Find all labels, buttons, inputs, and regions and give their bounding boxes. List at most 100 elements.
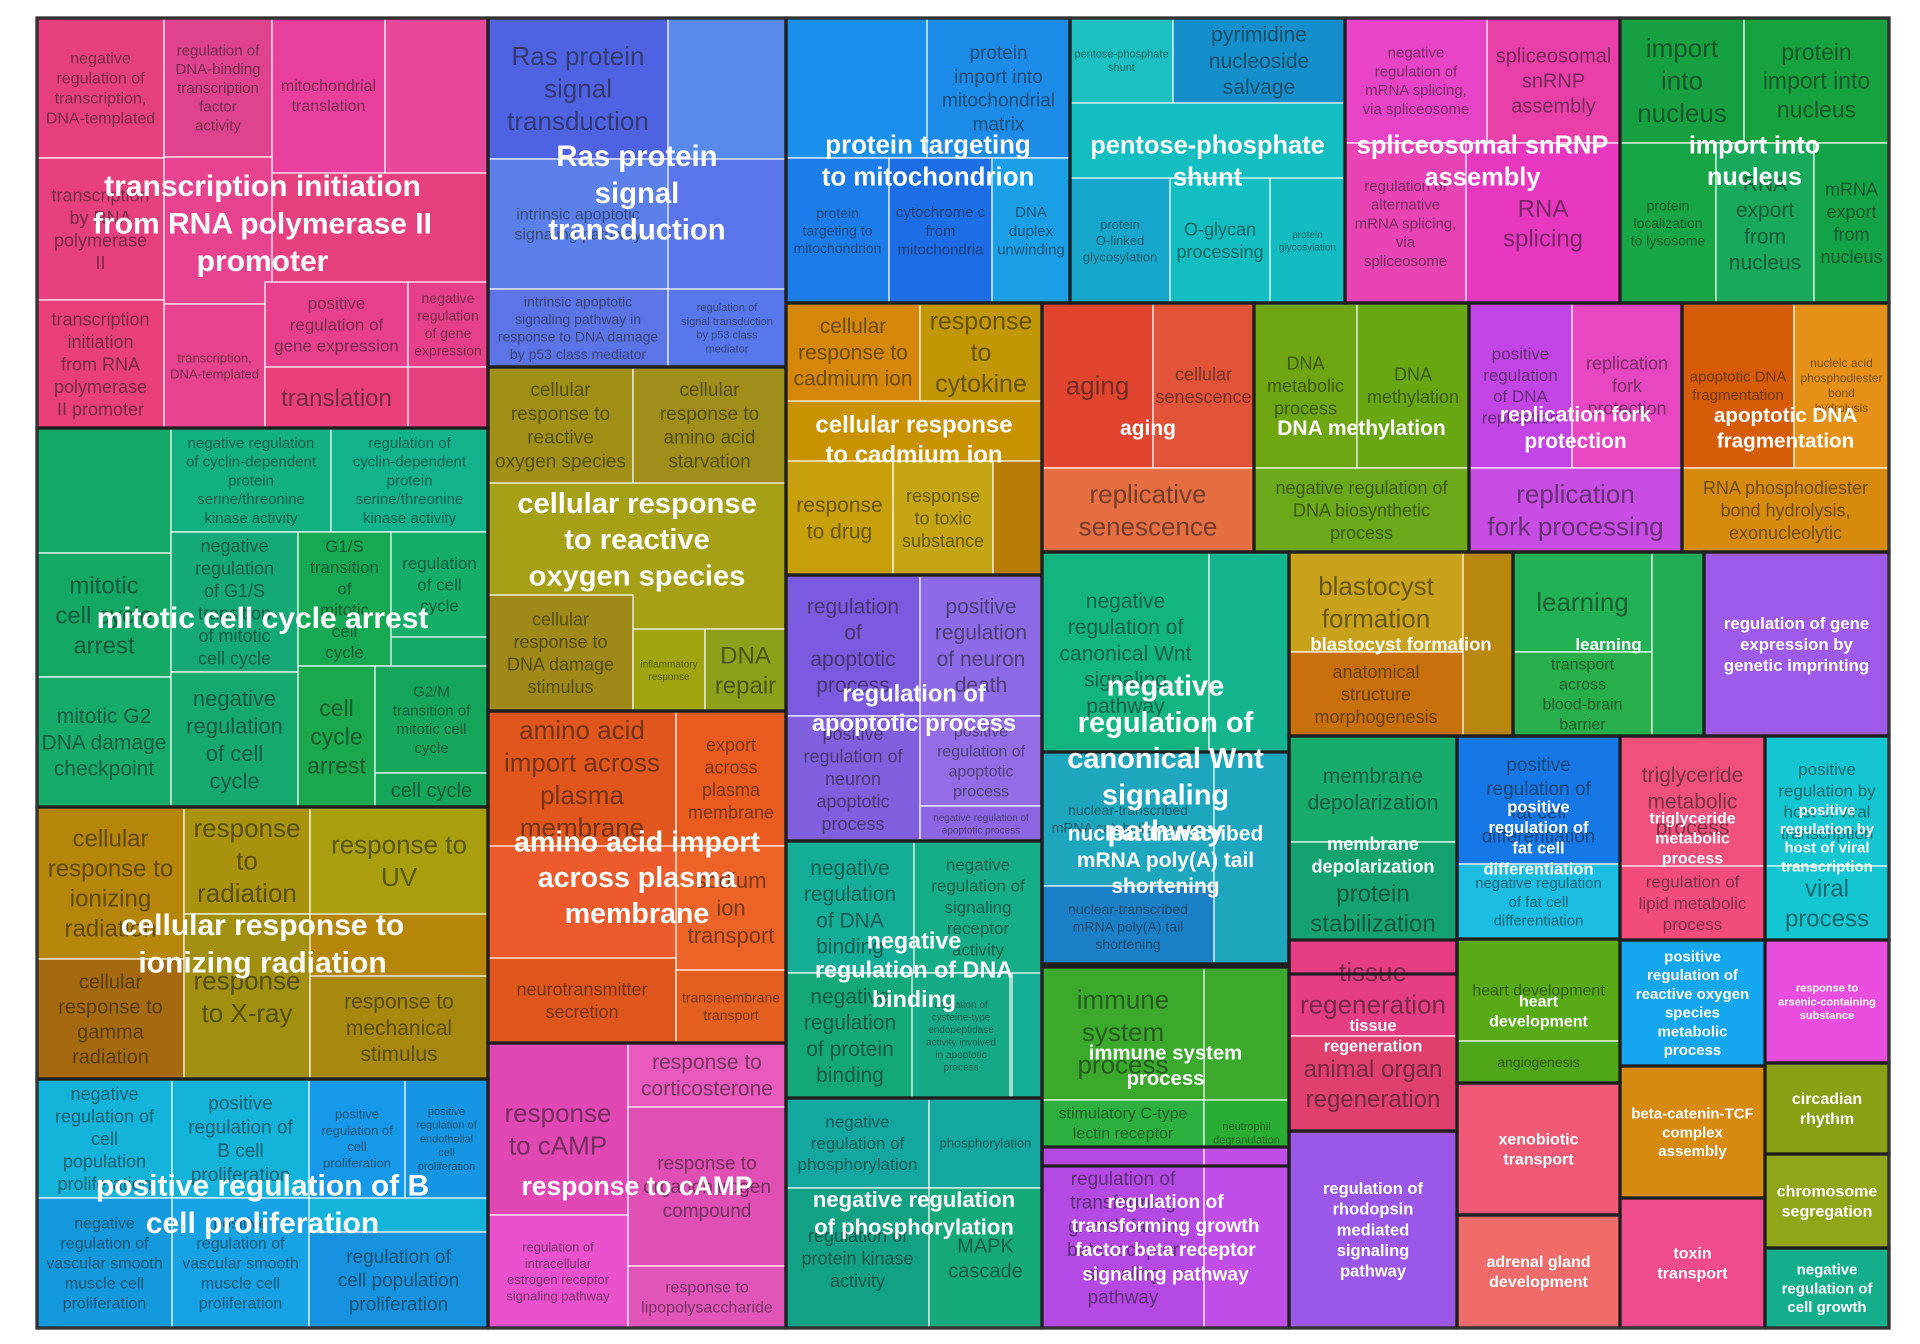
group-label: toxin transport bbox=[1657, 1246, 1728, 1283]
term-label: intrinsic apoptotic signaling pathway bbox=[514, 207, 641, 244]
term-label: negative regulation of apoptotic process bbox=[933, 813, 1029, 837]
term-tile-rect bbox=[171, 1197, 310, 1329]
term-tile: negative regulation of cell cycle bbox=[170, 671, 299, 808]
term-tile: regulation of cell population proliferatio… bbox=[308, 1231, 489, 1329]
term-tile-rect bbox=[992, 460, 1043, 576]
term-label: mitotic cell cycle arrest bbox=[55, 572, 152, 659]
term-tile-rect bbox=[911, 972, 1011, 1099]
group-label: cellular response to cadmium ion bbox=[815, 411, 1012, 468]
term-label: replicative senescence bbox=[1079, 479, 1218, 541]
group-label: negative regulation of phosphorylation bbox=[813, 1187, 1015, 1240]
term-tile-rect bbox=[1619, 142, 1717, 304]
term-tile-rect bbox=[170, 671, 299, 808]
term-label: positive regulation of neuron apoptotic proc… bbox=[803, 724, 903, 834]
term-tile-rect bbox=[1456, 938, 1621, 1042]
term-tile-rect bbox=[1213, 751, 1290, 968]
term-tile: regulation of transforming growth factor be… bbox=[1041, 1146, 1205, 1329]
term-tile: RNA phosphodiester bond hydrolysis, exonuc… bbox=[1681, 467, 1890, 553]
group-label: positive regulation of reactive oxygen spec… bbox=[1636, 948, 1749, 1059]
term-label: mRNA export from nucleus bbox=[1820, 180, 1882, 267]
term-label: Ras protein signal transduction bbox=[507, 41, 649, 136]
term-tile: protein localization to lysosome bbox=[1619, 142, 1717, 304]
term-label: positive regulation of vascular smooth musc… bbox=[182, 1216, 299, 1313]
term-label: activation of cysteine-type endopeptidase a… bbox=[926, 1000, 996, 1074]
term-label: transport across blood-brain barrier bbox=[1542, 657, 1622, 734]
term-tile: regulation of lipid metabolic process bbox=[1619, 865, 1766, 941]
group-label: aging bbox=[1120, 417, 1176, 440]
term-label: apoptotic DNA fragmentation bbox=[1690, 368, 1787, 404]
term-tile: negative regulation of vascular smooth musc… bbox=[36, 1197, 173, 1329]
term-tile: cellular response to gamma radiation bbox=[36, 958, 185, 1080]
group-background bbox=[1765, 1154, 1889, 1248]
term-label: immune system process bbox=[1077, 985, 1169, 1080]
term-tile-rect bbox=[632, 628, 706, 712]
term-tile-rect bbox=[487, 158, 669, 290]
group-label: positive regulation of fat cell differentia… bbox=[1483, 797, 1593, 878]
term-tile-rect bbox=[487, 1214, 629, 1329]
term-tile: negative regulation of protein binding bbox=[785, 972, 915, 1099]
term-tile: positive regulation by host of viral transc… bbox=[1764, 735, 1890, 867]
term-label: nucleic acid phosphodiester bond hydrolysis bbox=[1800, 356, 1882, 415]
term-label: anatomical structure morphogenesis bbox=[1314, 662, 1437, 727]
term-tile: DNA duplex unwinding bbox=[991, 157, 1071, 304]
term-tile-rect bbox=[163, 303, 266, 429]
term-label: response to cytokine bbox=[930, 308, 1033, 399]
term-tile-rect bbox=[928, 1187, 1043, 1329]
group-label: response to cAMP bbox=[521, 1171, 752, 1201]
term-tile-rect bbox=[170, 531, 299, 673]
term-tile-rect bbox=[1253, 467, 1470, 553]
term-tile-rect bbox=[1288, 939, 1458, 1037]
group-label: amino acid import across plasma membrane bbox=[514, 826, 761, 929]
term-tile-rect bbox=[1619, 735, 1766, 867]
group-label: Ras protein signal transduction bbox=[548, 140, 725, 246]
term-tile bbox=[1213, 751, 1290, 968]
term-label: cell cycle bbox=[391, 780, 472, 802]
term-tile-rect bbox=[919, 805, 1043, 842]
term-label: tissue regeneration bbox=[1300, 957, 1446, 1020]
group-label: immune system process bbox=[1089, 1042, 1242, 1089]
term-label: inflammatory response bbox=[640, 659, 697, 683]
term-tile-rect bbox=[36, 958, 185, 1080]
term-label: regulation of cell population proliferatio… bbox=[338, 1247, 459, 1316]
term-tile: animal organ regeneration bbox=[1288, 1035, 1458, 1132]
term-label: MAPK cascade bbox=[948, 1236, 1023, 1283]
term-label: negative regulation of phosphorylation bbox=[797, 1113, 917, 1175]
term-tile: negative regulation of gene expression bbox=[407, 281, 489, 368]
term-label: cellular response to reactive oxygen specie… bbox=[495, 380, 626, 472]
group-label: replication fork protection bbox=[1500, 404, 1651, 453]
term-label: transcription by RNA polymerase II bbox=[51, 186, 149, 273]
term-tile-rect bbox=[374, 665, 489, 774]
term-tile: triglyceride metabolic process bbox=[1619, 735, 1766, 867]
term-label: angiogenesis bbox=[1497, 1054, 1580, 1070]
term-label: positive regulation of endothelial cell prol… bbox=[416, 1106, 477, 1173]
group-label: adrenal gland development bbox=[1486, 1254, 1590, 1291]
term-tile-rect bbox=[1288, 651, 1464, 737]
term-tile: apoptotic DNA fragmentation bbox=[1681, 302, 1795, 469]
term-tile: anatomical structure morphogenesis bbox=[1288, 651, 1464, 737]
term-label: cell cycle arrest bbox=[307, 695, 366, 779]
term-label: pyrimidine nucleoside salvage bbox=[1209, 24, 1309, 100]
term-tile bbox=[1651, 551, 1705, 737]
term-tile: cellular response to reactive oxygen specie… bbox=[487, 366, 634, 484]
term-tile-rect bbox=[36, 427, 172, 554]
term-tile-rect bbox=[171, 1078, 310, 1199]
group-label: circadian rhythm bbox=[1792, 1091, 1862, 1128]
term-tile: regulation of intracellular estrogen recep… bbox=[487, 1214, 629, 1329]
term-label: DNA metabolic process bbox=[1267, 353, 1344, 418]
term-tile-rect bbox=[1169, 177, 1271, 304]
term-tile-rect bbox=[1456, 735, 1621, 865]
term-tile: response to lipopolysaccharide bbox=[627, 1265, 787, 1329]
term-tile-rect bbox=[785, 1097, 930, 1189]
term-tile: positive regulation of apoptotic process bbox=[919, 715, 1043, 807]
term-tile-rect bbox=[1172, 17, 1346, 104]
term-tile: replication fork processing bbox=[1468, 467, 1683, 553]
group-background bbox=[1765, 1063, 1889, 1154]
term-label: regulation of intracellular estrogen recep… bbox=[506, 1240, 610, 1304]
term-label: response to drug bbox=[796, 494, 882, 543]
term-label: regulation of DNA-binding transcription fac… bbox=[175, 42, 260, 134]
group-label: import into nucleus bbox=[1689, 132, 1820, 191]
term-tile-rect bbox=[919, 715, 1043, 807]
term-label: RNA phosphodiester bond hydrolysis, exonuc… bbox=[1703, 478, 1868, 543]
term-tile-rect bbox=[309, 806, 489, 915]
term-label: RNA splicing bbox=[1503, 195, 1583, 252]
